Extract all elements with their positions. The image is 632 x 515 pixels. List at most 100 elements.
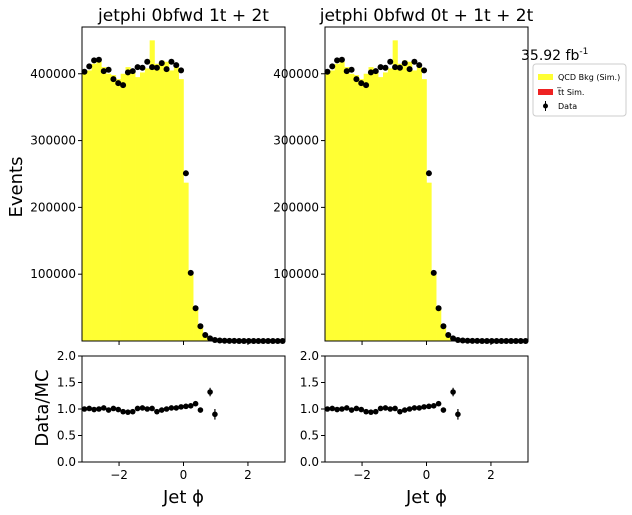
- top-left-histogram-panel: jetphi 0bfwd 1t + 2t 100000 200000 300000 40…: [30, 6, 286, 345]
- bottom-left-ratio-point: [134, 405, 141, 412]
- bottom-right-ratio-point: [435, 400, 442, 407]
- top-right-qcd-bar: [354, 75, 360, 342]
- bottom-right-x-tick-label: 0: [423, 468, 431, 482]
- top-left-qcd-bar: [86, 70, 92, 341]
- top-left-qcd-bar: [140, 72, 146, 342]
- bottom-right-y-tick-label: 2.0: [300, 349, 319, 363]
- bottom-left-ratio-point: [125, 409, 131, 415]
- top-right-qcd-bar: [378, 77, 384, 341]
- top-left-data-point: [178, 67, 185, 74]
- bottom-left-ratio-point: [183, 403, 189, 410]
- top-left-data-point: [91, 57, 98, 64]
- top-left-qcd-bar: [164, 61, 170, 342]
- bottom-left-ratio-point: [96, 406, 102, 412]
- bottom-left-ratio-point: [139, 405, 146, 411]
- bottom-right-ratio-point: [421, 404, 427, 410]
- bottom-right-y-tick-label: 0.0: [300, 455, 319, 469]
- top-left-data-point: [120, 82, 127, 89]
- top-right-data-point: [396, 64, 403, 71]
- bottom-left-x-tick-label: 0: [180, 468, 188, 482]
- top-right-qcd-bar: [368, 67, 374, 341]
- top-right-data-point: [440, 323, 447, 330]
- top-left-qcd-bar: [154, 63, 160, 341]
- bottom-left-ratio-point: [105, 407, 112, 413]
- top-left-data-point: [168, 58, 175, 65]
- top-right-qcd-bar: [445, 335, 451, 341]
- top-left-qcd-bar: [125, 67, 131, 341]
- bottom-right-ratio-point: [392, 405, 398, 412]
- top-left-data-point: [144, 58, 151, 65]
- top-right-qcd-bar: [426, 182, 432, 341]
- bottom-left-y-tick-label: 2.0: [57, 349, 76, 363]
- top-right-data-point: [367, 69, 374, 76]
- bottom-right-ratio-point: [430, 403, 437, 409]
- bottom-right-ratio-point: [358, 406, 365, 413]
- top-left-data-point: [173, 62, 180, 69]
- top-right-data-point: [358, 80, 365, 87]
- top-right-data-point: [382, 64, 389, 71]
- top-right-data-point: [363, 82, 370, 89]
- top-right-data-point: [329, 63, 336, 70]
- top-left-data-point: [134, 64, 141, 71]
- top-left-data-point: [95, 56, 102, 63]
- bottom-right-ratio-point: [372, 408, 379, 415]
- legend: QCD Bkg (Sim.) t̅t Sim. Data: [532, 63, 627, 117]
- top-left-data-point: [207, 335, 214, 342]
- bottom-left-y-tick-label: 1.0: [57, 402, 76, 416]
- top-left-qcd-bar: [183, 182, 189, 341]
- bottom-left-ratio-point: [187, 403, 194, 409]
- top-left-data-point: [124, 69, 131, 76]
- top-right-data-point: [387, 58, 394, 65]
- bottom-right-ratio-point: [397, 408, 403, 415]
- top-left-qcd-bar: [96, 61, 102, 342]
- bottom-right-ratio-point: [353, 405, 360, 412]
- top-right-qcd-bar: [329, 70, 335, 341]
- bottom-right-ratio-point: [426, 403, 432, 410]
- bottom-left-ratio-point: [207, 389, 213, 395]
- bottom-right-ratio-point: [450, 389, 456, 395]
- top-left-qcd-bar: [115, 79, 121, 341]
- top-left-qcd-bar: [178, 79, 184, 341]
- bottom-right-ratio-point: [329, 405, 336, 412]
- top-right-data-point: [372, 68, 379, 75]
- top-right-qcd-bar: [373, 70, 379, 341]
- top-left-data-point: [182, 170, 189, 177]
- bottom-right-ratio-point: [348, 407, 355, 413]
- top-left-qcd-bar: [144, 68, 150, 342]
- top-left-qcd-bar: [111, 75, 117, 342]
- top-left-qcd-bar: [169, 70, 175, 341]
- top-left-data-point: [105, 66, 112, 73]
- bottom-left-ratio-point: [163, 406, 170, 412]
- bottom-right-x-tick-label: 2: [487, 468, 495, 482]
- bottom-left-ratio-point: [115, 406, 122, 413]
- bottom-right-y-tick-label: 1.5: [300, 376, 319, 390]
- bottom-left-ratio-point: [197, 407, 204, 413]
- bottom-right-ratio-point: [455, 411, 461, 418]
- legend-data-label: Data: [558, 102, 577, 111]
- top-left-data-point: [158, 60, 165, 67]
- bottom-left-y-tick-label: 0.5: [57, 429, 76, 443]
- bottom-right-y-tick-label: 0.5: [300, 429, 319, 443]
- bottom-right-ratio-point: [401, 407, 408, 413]
- top-right-qcd-bar: [349, 73, 355, 341]
- legend-qcd-swatch: [538, 74, 553, 80]
- top-right-data-point: [334, 57, 341, 64]
- top-left-qcd-bar: [91, 63, 97, 341]
- top-right-qcd-bar: [383, 72, 389, 342]
- top-left-data-point: [163, 66, 170, 73]
- top-left-qcd-bar: [120, 73, 126, 341]
- top-left-qcd-bar: [106, 73, 112, 341]
- legend-ttbar-label: t̅t Sim.: [556, 87, 584, 97]
- top-right-data-point: [338, 56, 345, 63]
- top-right-y-tick-label: 100000: [273, 267, 319, 281]
- bottom-right-x-axis-label: Jet ϕ: [405, 487, 447, 508]
- top-left-data-point: [86, 63, 93, 70]
- y-axis-label-ratio: Data/MC: [32, 369, 53, 446]
- bottom-right-ratio-point: [387, 406, 394, 412]
- top-right-qcd-bar: [387, 68, 393, 342]
- top-left-y-tick-label: 100000: [30, 267, 76, 281]
- top-left-panel-title: jetphi 0bfwd 1t + 2t: [97, 6, 269, 26]
- bottom-right-y-tick-label: 1.0: [300, 402, 319, 416]
- top-left-qcd-bar: [173, 67, 179, 341]
